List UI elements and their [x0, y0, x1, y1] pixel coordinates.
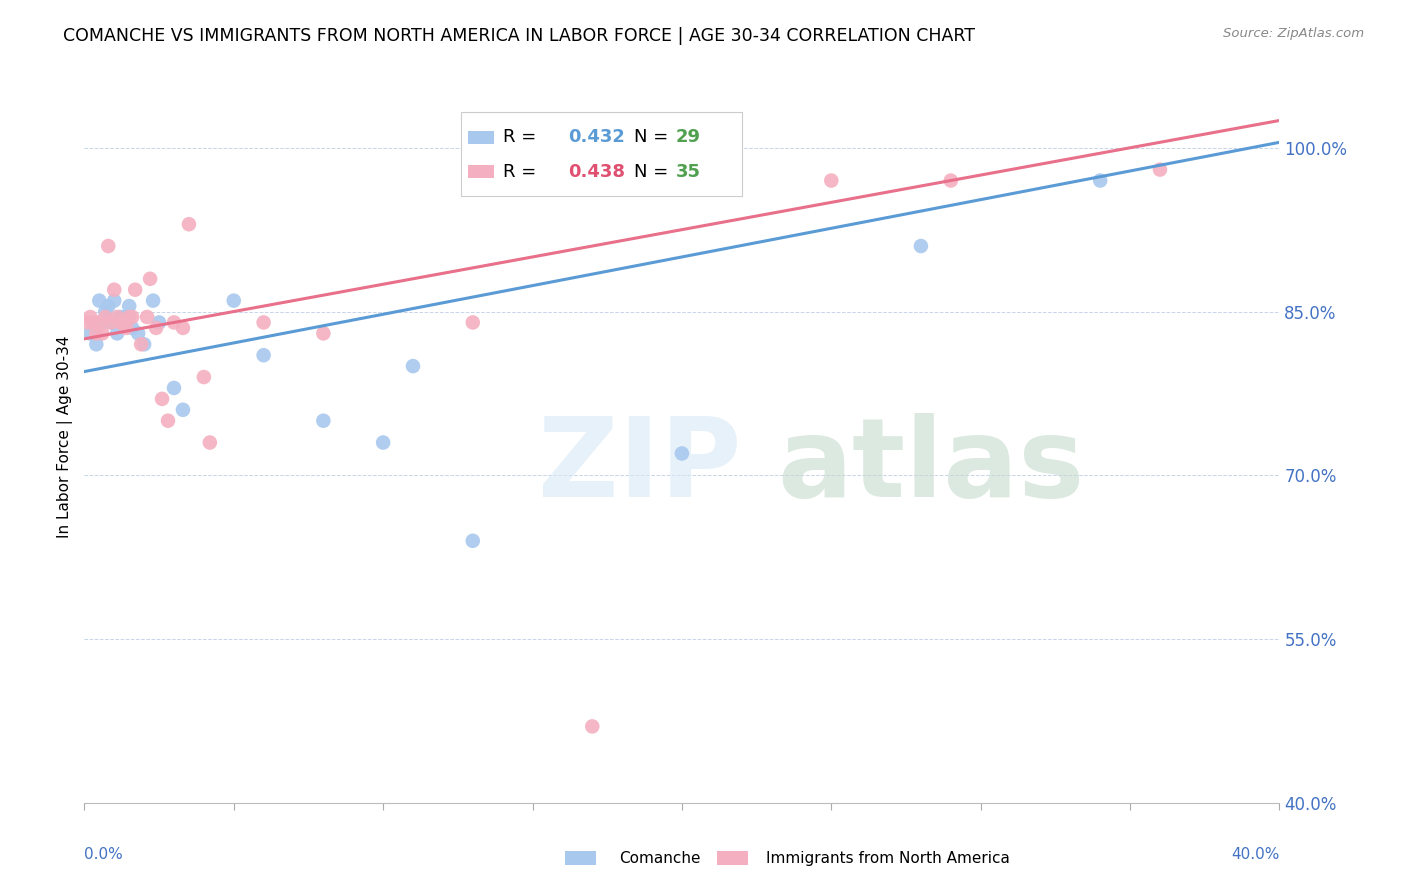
- Point: [103, 283, 125, 297]
- Text: 0.432: 0.432: [568, 128, 626, 146]
- Point: [172, 321, 194, 335]
- Point: [110, 315, 132, 329]
- Point: [145, 321, 167, 335]
- Bar: [468, 130, 495, 144]
- Point: [581, 719, 603, 733]
- Point: [89, 293, 111, 308]
- Point: [671, 446, 693, 460]
- Text: R =: R =: [503, 162, 541, 180]
- Text: Source: ZipAtlas.com: Source: ZipAtlas.com: [1223, 27, 1364, 40]
- Point: [820, 173, 842, 187]
- Point: [97, 239, 120, 253]
- Text: 0.0%: 0.0%: [84, 847, 124, 862]
- Point: [312, 414, 335, 428]
- Point: [127, 326, 149, 341]
- Point: [91, 315, 114, 329]
- Text: 35: 35: [676, 162, 702, 180]
- Point: [118, 299, 141, 313]
- Point: [79, 326, 101, 341]
- Point: [105, 326, 128, 341]
- FancyBboxPatch shape: [461, 112, 742, 195]
- Point: [253, 348, 276, 362]
- Point: [157, 414, 180, 428]
- Point: [121, 310, 143, 324]
- Text: COMANCHE VS IMMIGRANTS FROM NORTH AMERICA IN LABOR FORCE | AGE 30-34 CORRELATION: COMANCHE VS IMMIGRANTS FROM NORTH AMERIC…: [63, 27, 976, 45]
- Text: N =: N =: [634, 162, 673, 180]
- Text: 40.0%: 40.0%: [1232, 847, 1279, 862]
- Point: [939, 173, 962, 187]
- Point: [132, 337, 156, 351]
- Point: [198, 435, 221, 450]
- Point: [86, 337, 108, 351]
- Point: [139, 272, 162, 286]
- Bar: [717, 851, 748, 865]
- Point: [193, 370, 215, 384]
- Point: [110, 310, 132, 324]
- Point: [121, 321, 143, 335]
- Point: [103, 293, 125, 308]
- Point: [910, 239, 932, 253]
- Text: ZIP: ZIP: [538, 413, 742, 520]
- Point: [94, 310, 117, 324]
- Text: Immigrants from North America: Immigrants from North America: [766, 851, 1010, 865]
- Point: [97, 299, 120, 313]
- Point: [100, 315, 122, 329]
- Point: [177, 217, 200, 231]
- Point: [112, 315, 135, 329]
- Point: [461, 533, 484, 548]
- Point: [253, 315, 276, 329]
- Text: Comanche: Comanche: [619, 851, 700, 865]
- Text: 29: 29: [676, 128, 702, 146]
- Point: [89, 315, 111, 329]
- Text: 0.438: 0.438: [568, 162, 626, 180]
- Point: [115, 310, 138, 324]
- Point: [115, 321, 138, 335]
- Point: [136, 310, 159, 324]
- Point: [118, 310, 141, 324]
- Point: [94, 304, 117, 318]
- Point: [222, 293, 245, 308]
- Point: [1149, 162, 1171, 177]
- Point: [163, 315, 186, 329]
- Point: [1090, 173, 1112, 187]
- Bar: [565, 851, 596, 865]
- Point: [461, 315, 484, 329]
- Text: R =: R =: [503, 128, 541, 146]
- Text: N =: N =: [634, 128, 673, 146]
- Point: [142, 293, 165, 308]
- Text: atlas: atlas: [778, 413, 1085, 520]
- Point: [129, 337, 152, 351]
- Bar: [468, 165, 495, 178]
- Point: [373, 435, 395, 450]
- Point: [105, 310, 128, 324]
- Point: [79, 310, 101, 324]
- Point: [82, 315, 104, 329]
- Point: [163, 381, 186, 395]
- Point: [312, 326, 335, 341]
- Point: [124, 283, 146, 297]
- Point: [100, 315, 122, 329]
- Point: [172, 402, 194, 417]
- Point: [112, 315, 135, 329]
- Y-axis label: In Labor Force | Age 30-34: In Labor Force | Age 30-34: [58, 335, 73, 539]
- Point: [150, 392, 173, 406]
- Point: [402, 359, 425, 373]
- Point: [76, 315, 98, 329]
- Point: [148, 315, 170, 329]
- Point: [91, 326, 114, 341]
- Point: [86, 326, 108, 341]
